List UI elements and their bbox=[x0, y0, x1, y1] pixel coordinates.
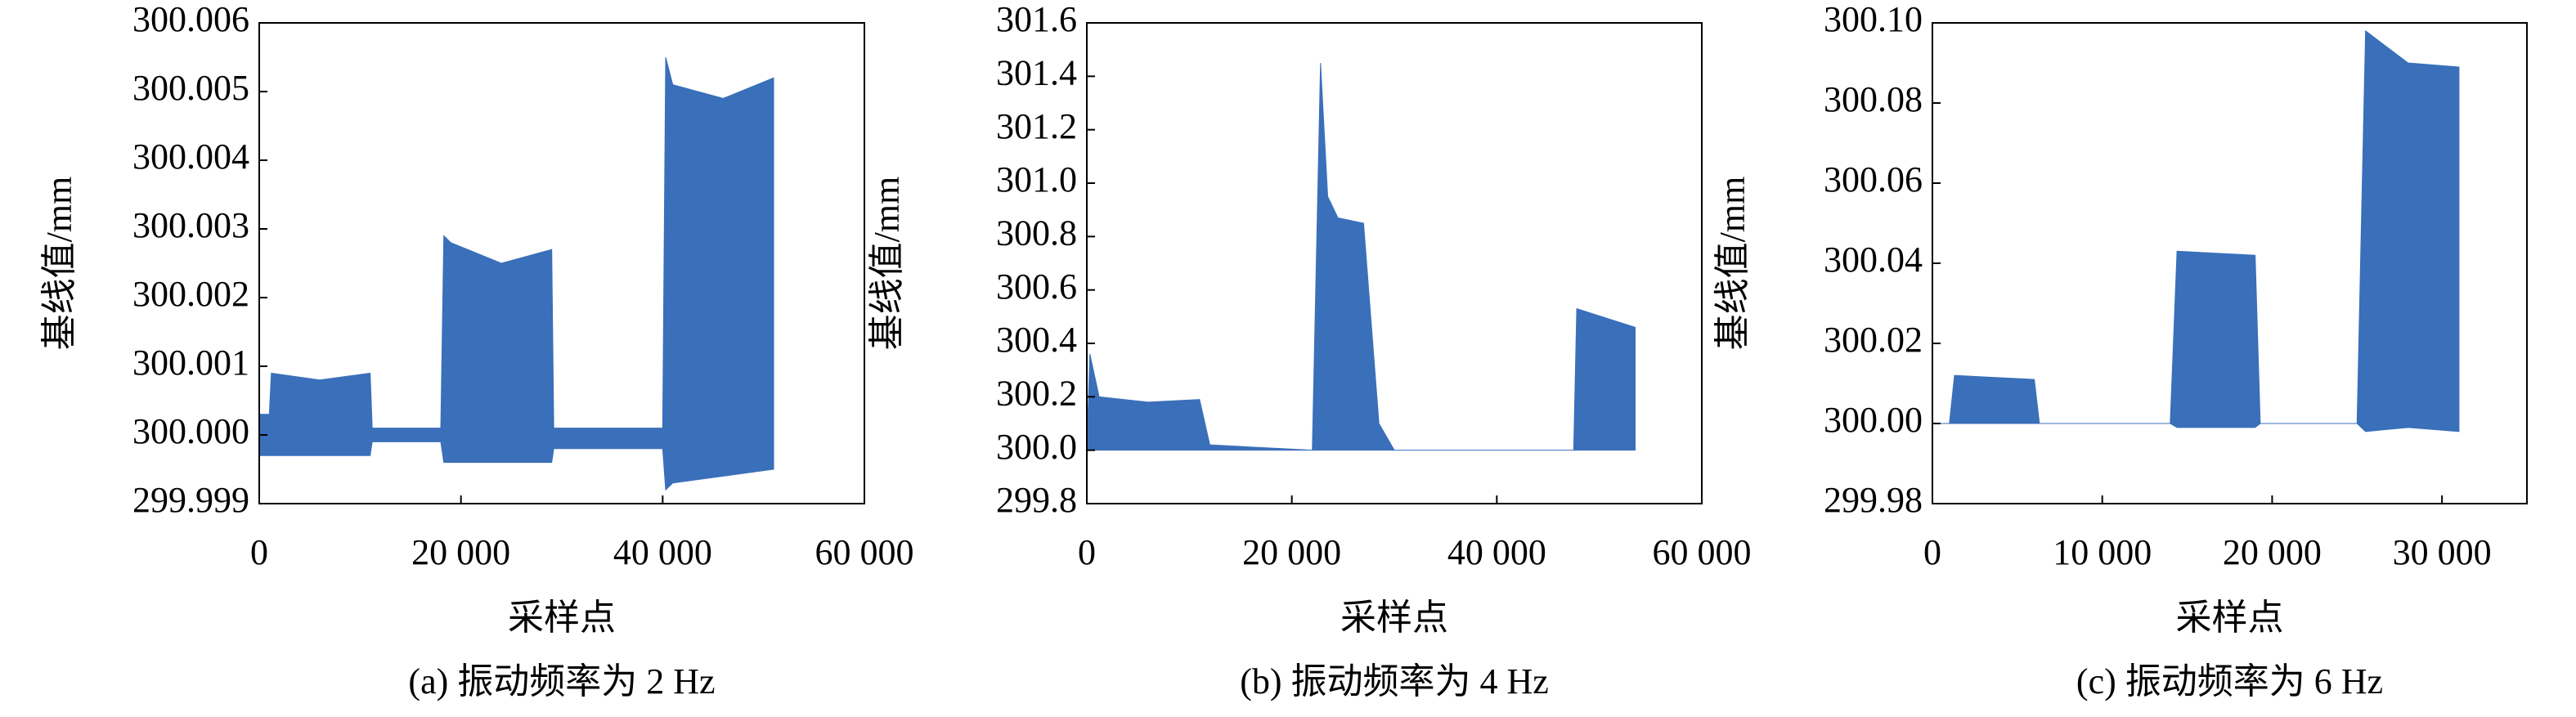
x-axis-label: 采样点 bbox=[508, 598, 616, 638]
signal-area bbox=[258, 56, 774, 491]
signal-area bbox=[1932, 29, 2460, 432]
y-tick-label: 301.2 bbox=[996, 106, 1077, 146]
y-tick-label: 300.002 bbox=[132, 274, 249, 314]
x-tick-label: 40 000 bbox=[1447, 532, 1546, 572]
x-tick-label: 60 000 bbox=[815, 532, 914, 572]
y-tick-label: 300.10 bbox=[1824, 0, 1923, 39]
x-tick-label: 10 000 bbox=[2053, 532, 2152, 572]
y-tick-label: 301.4 bbox=[996, 52, 1077, 92]
x-tick-label: 20 000 bbox=[2223, 532, 2322, 572]
y-tick-label: 300.001 bbox=[132, 343, 249, 383]
y-axis-label: 基线值/mm bbox=[867, 177, 907, 351]
x-tick-label: 30 000 bbox=[2393, 532, 2492, 572]
x-tick-label: 0 bbox=[250, 532, 268, 572]
y-tick-label: 300.08 bbox=[1824, 79, 1923, 119]
caption: (a) 振动频率为 2 Hz bbox=[408, 661, 715, 701]
y-tick-label: 300.4 bbox=[996, 320, 1077, 360]
x-axis-label: 采样点 bbox=[1340, 598, 1448, 638]
y-tick-label: 300.6 bbox=[996, 267, 1077, 307]
x-tick-label: 20 000 bbox=[1242, 532, 1341, 572]
x-tick-label: 60 000 bbox=[1653, 532, 1752, 572]
y-tick-label: 300.005 bbox=[132, 68, 249, 108]
x-tick-label: 40 000 bbox=[613, 532, 712, 572]
y-tick-label: 300.06 bbox=[1824, 159, 1923, 199]
y-tick-label: 300.000 bbox=[132, 411, 249, 451]
x-axis-label: 采样点 bbox=[2176, 598, 2284, 638]
y-tick-label: 300.0 bbox=[996, 427, 1077, 467]
y-tick-label: 300.006 bbox=[132, 0, 249, 39]
y-tick-label: 301.0 bbox=[996, 159, 1077, 199]
y-tick-label: 299.8 bbox=[996, 480, 1077, 520]
signal-area bbox=[1086, 62, 1636, 451]
y-tick-label: 301.6 bbox=[996, 0, 1077, 39]
y-tick-label: 300.004 bbox=[132, 137, 249, 177]
y-tick-label: 300.8 bbox=[996, 213, 1077, 253]
x-tick-label: 0 bbox=[1078, 532, 1096, 572]
caption: (b) 振动频率为 4 Hz bbox=[1240, 661, 1549, 701]
y-tick-label: 299.999 bbox=[132, 480, 249, 520]
y-tick-label: 300.04 bbox=[1824, 240, 1923, 280]
y-tick-label: 300.003 bbox=[132, 205, 249, 245]
plot-frame bbox=[258, 22, 865, 504]
y-tick-label: 300.02 bbox=[1824, 320, 1923, 360]
x-tick-label: 20 000 bbox=[411, 532, 510, 572]
caption: (c) 振动频率为 6 Hz bbox=[2076, 661, 2383, 701]
x-tick-label: 0 bbox=[1923, 532, 1941, 572]
y-tick-label: 299.98 bbox=[1824, 480, 1923, 520]
plot-frame bbox=[1086, 22, 1703, 504]
y-axis-label: 基线值/mm bbox=[1712, 177, 1752, 351]
y-axis-label: 基线值/mm bbox=[39, 177, 79, 351]
y-tick-label: 300.2 bbox=[996, 373, 1077, 413]
y-tick-label: 300.00 bbox=[1824, 400, 1923, 440]
